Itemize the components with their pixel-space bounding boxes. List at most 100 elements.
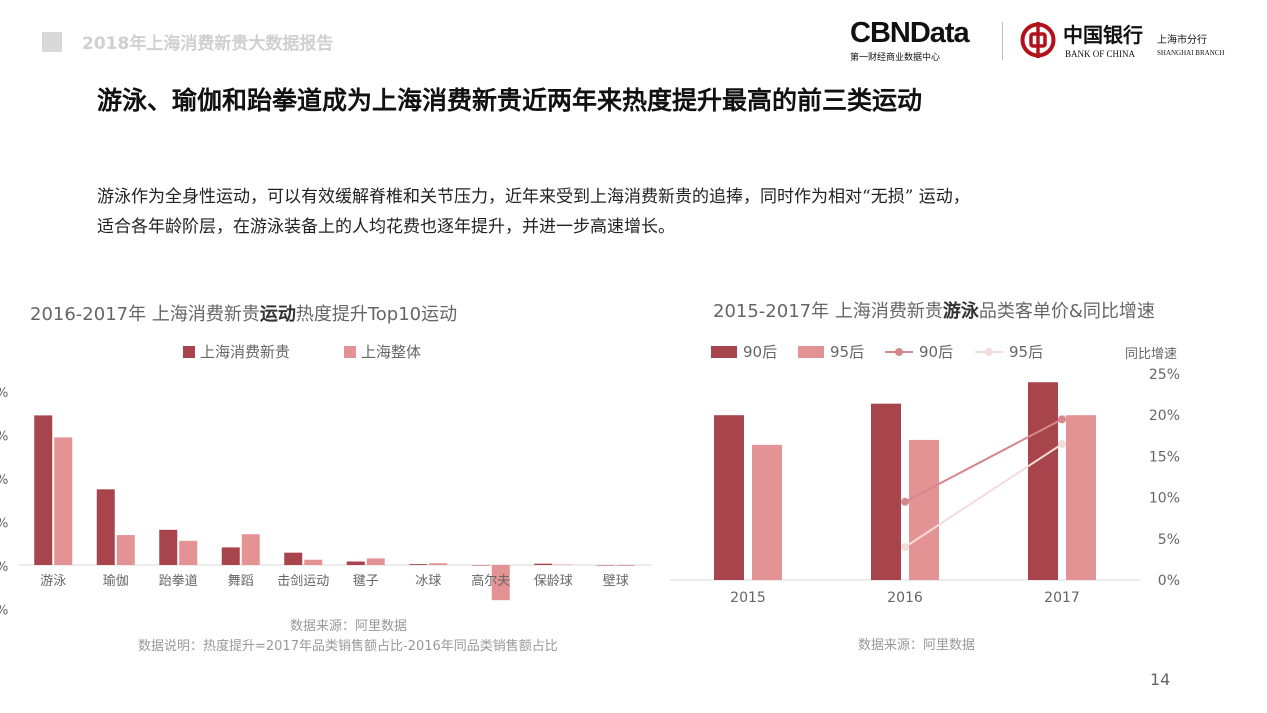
y2-tick-label: 0%: [1158, 573, 1180, 589]
x-tick-label: 冰球: [415, 574, 441, 589]
chart1-title-bold: 运动: [259, 304, 296, 325]
bar-series1: [159, 529, 178, 565]
chart1-title: 2016-2017年 上海消费新贵运动热度提升Top10运动: [30, 300, 457, 326]
y2-tick-label: 15%: [1149, 449, 1180, 465]
chart2-right-axis-name: 同比增速: [1125, 347, 1178, 362]
bar-series1: [346, 561, 365, 565]
line-point-90: [1058, 415, 1066, 424]
bar-series2: [241, 534, 260, 565]
line-point-90: [901, 497, 909, 506]
report-title: 2018年上海消费新贵大数据报告: [82, 34, 334, 54]
chart2-title-prefix: 2015-2017年 上海消费新贵: [713, 301, 943, 322]
chart1-source: 数据来源：阿里数据: [290, 619, 408, 634]
logo-divider: [1002, 22, 1003, 60]
description-line-1: 游泳作为全身性运动，可以有效缓解脊椎和关节压力，近年来受到上海消费新贵的追捧，同…: [97, 187, 970, 207]
x-tick-label: 舞蹈: [228, 574, 254, 589]
chart2-title: 2015-2017年 上海消费新贵游泳品类客单价&同比增速: [713, 297, 1155, 323]
legend-line-marker-95: [975, 347, 1003, 357]
bar-95: [909, 439, 939, 580]
y-tick-label: %: [0, 517, 8, 532]
x-tick-label: 2015: [730, 590, 766, 606]
chart2-legend-bar-90: 90后: [711, 341, 777, 362]
description-line-2: 适合各年龄阶层，在游泳装备上的人均花费也逐年提升，并进一步高速增长。: [97, 217, 675, 237]
x-tick-label: 瑜伽: [103, 574, 129, 589]
bank-of-china-logo-icon: [1020, 22, 1056, 58]
x-tick-label: 保龄球: [534, 574, 573, 589]
description: 游泳作为全身性运动，可以有效缓解脊椎和关节压力，近年来受到上海消费新贵的追捧，同…: [97, 182, 1197, 242]
y-tick-label: %: [0, 604, 8, 619]
chart1-note: 数据说明：热度提升=2017年品类销售额占比-2016年同品类销售额占比: [138, 639, 558, 654]
page-number: 14: [1150, 670, 1171, 689]
bar-95: [1066, 415, 1096, 580]
chart2-legend-label-1: 90后: [743, 343, 778, 361]
x-tick-label: 跆拳道: [159, 573, 198, 589]
y-tick-label: %: [0, 560, 8, 575]
bar-series1: [596, 565, 615, 566]
line-point-95: [901, 543, 909, 552]
chart1-title-prefix: 2016-2017年 上海消费新贵: [30, 304, 260, 325]
header-square-icon: [42, 32, 62, 52]
boc-branch-en: SHANGHAI BRANCH: [1157, 49, 1225, 57]
bar-90: [1028, 382, 1058, 580]
bar-series1: [534, 563, 553, 565]
chart2-legend-label-2: 95后: [830, 343, 865, 361]
page-title: 游泳、瑜伽和跆拳道成为上海消费新贵近两年来热度提升最高的前三类运动: [97, 86, 923, 115]
chart1-legend-label-1: 上海消费新贵: [200, 343, 291, 361]
y2-tick-label: 5%: [1158, 532, 1180, 548]
line-95: [904, 443, 1063, 548]
chart2-legend-bar-95: 95后: [798, 341, 864, 362]
bar-series2: [429, 563, 448, 565]
y2-tick-label: 10%: [1149, 491, 1180, 507]
x-tick-label: 毽子: [353, 573, 379, 589]
x-tick-label: 2016: [887, 590, 923, 606]
bar-series2: [54, 437, 73, 565]
y2-tick-label: 20%: [1149, 408, 1180, 424]
bar-series1: [96, 489, 115, 565]
y2-tick-label: 25%: [1149, 367, 1180, 383]
x-tick-label: 游泳: [40, 574, 66, 589]
chart2-plot: 0% 5% 10% 15% 20% 25% 2015 2016 2017: [670, 367, 1180, 606]
chart2-title-bold: 游泳: [942, 301, 979, 322]
bar-90: [871, 403, 901, 580]
cbndata-name: CBNData: [850, 17, 970, 49]
bar-series1: [221, 547, 240, 565]
chart2-title-suffix: 品类客单价&同比增速: [978, 301, 1155, 322]
y-tick-label: %: [0, 386, 8, 401]
chart2-legend-label-4: 95后: [1009, 343, 1044, 361]
bar-series2: [491, 565, 510, 601]
x-tick-label: 击剑运动: [277, 573, 329, 589]
bar-series2: [366, 558, 385, 565]
bar-series2: [116, 535, 135, 565]
chart1-legend-series1: 上海消费新贵: [183, 341, 290, 362]
chart2-legend-line-90: 90后: [885, 341, 953, 362]
legend-swatch-dark: [711, 345, 737, 358]
bar-series2: [179, 540, 198, 565]
bar-series1: [409, 564, 428, 565]
bar-series1: [284, 552, 303, 565]
bar-series2: [616, 565, 635, 566]
bar-series2: [304, 559, 323, 565]
bar-series2: [554, 564, 573, 566]
legend-line-marker-90: [885, 347, 913, 357]
chart2-legend-line-95: 95后: [975, 341, 1043, 362]
line-90: [904, 418, 1063, 503]
chart1-legend-label-2: 上海整体: [361, 343, 422, 361]
chart1-plot: %%%%%% 游泳 瑜伽 跆拳道 舞蹈 击剑运动 毽子 冰球 高尔夫 保龄球 壁球: [0, 386, 652, 619]
x-tick-label: 2017: [1044, 590, 1080, 606]
line-point-95: [1058, 440, 1066, 449]
bar-series1: [34, 415, 53, 565]
cbndata-logo: CBNData 第一财经商业数据中心: [850, 17, 970, 63]
boc-name-cn: 中国银行: [1063, 23, 1143, 47]
chart2-source: 数据来源：阿里数据: [858, 638, 976, 653]
chart2-legend-label-3: 90后: [919, 343, 954, 361]
y-tick-label: %: [0, 473, 8, 488]
bar-95: [752, 444, 782, 580]
x-tick-label: 高尔夫: [471, 573, 510, 589]
chart1-title-suffix: 热度提升Top10运动: [295, 304, 458, 325]
boc-name-en: BANK OF CHINA: [1065, 49, 1136, 59]
chart1-legend-series2: 上海整体: [344, 341, 421, 362]
legend-swatch-dark: [183, 345, 195, 358]
x-tick-label: 壁球: [603, 574, 629, 589]
bar-series1: [471, 565, 490, 566]
legend-swatch-light: [344, 345, 356, 358]
